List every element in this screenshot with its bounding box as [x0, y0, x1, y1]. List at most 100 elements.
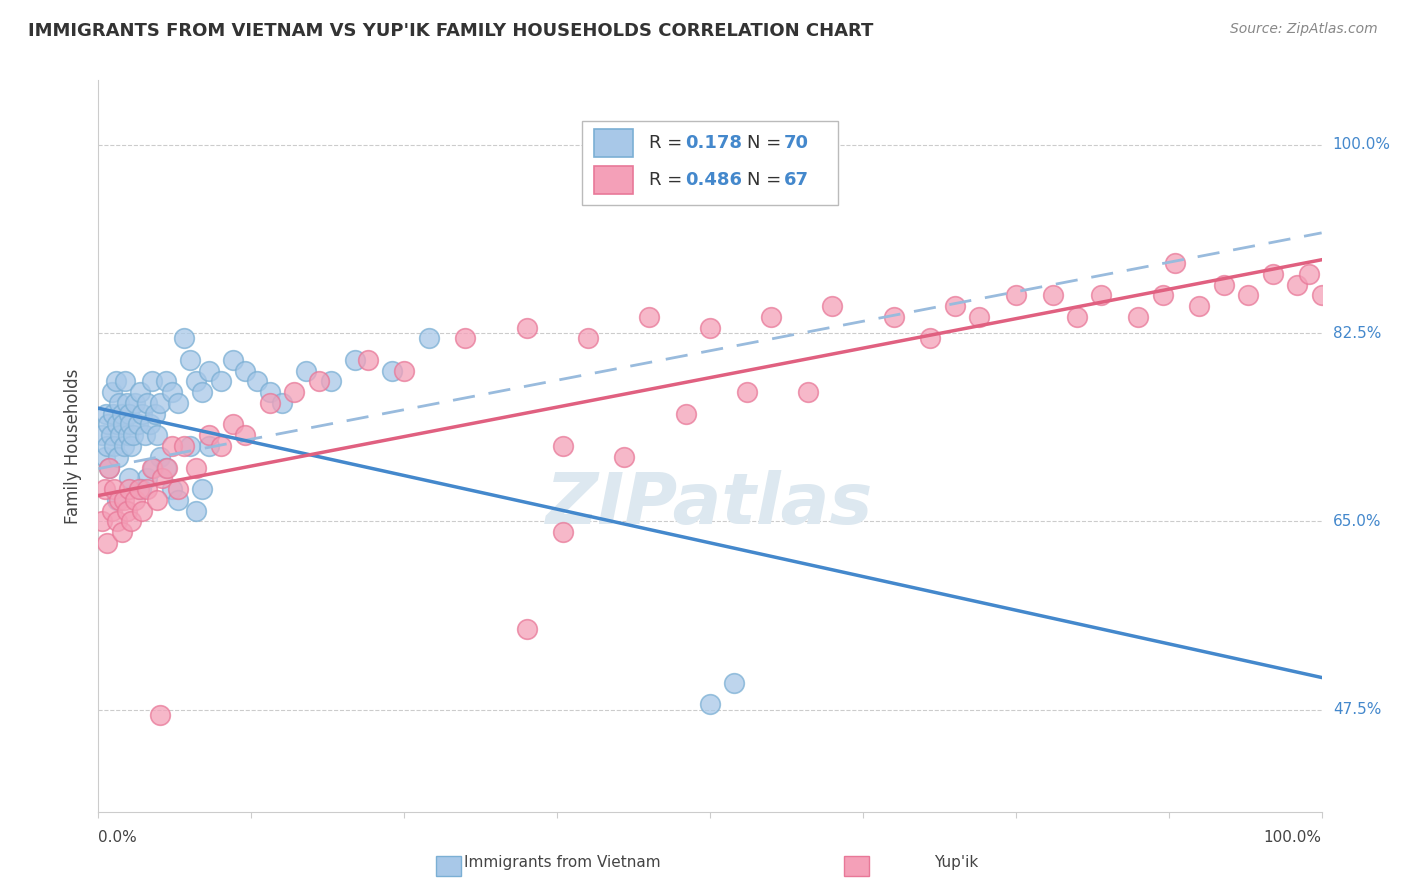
Text: 82.5%: 82.5%: [1333, 326, 1381, 341]
Point: [576, 331, 599, 345]
Point: [105, 492, 128, 507]
Point: [96, 439, 118, 453]
Point: [101, 385, 124, 400]
Point: [111, 417, 134, 432]
Point: [105, 417, 128, 432]
Point: [319, 375, 342, 389]
Text: ZIPatlas: ZIPatlas: [547, 470, 873, 539]
Point: [139, 417, 162, 432]
Point: [131, 503, 153, 517]
Point: [120, 417, 142, 432]
Point: [179, 353, 201, 368]
Point: [118, 407, 141, 421]
Text: 67: 67: [783, 170, 808, 189]
Point: [91, 428, 114, 442]
Point: [155, 375, 177, 389]
Point: [121, 428, 143, 442]
Point: [136, 396, 159, 410]
Point: [104, 375, 127, 389]
Point: [93, 482, 115, 496]
Point: [97, 417, 120, 432]
Point: [173, 331, 195, 345]
Point: [699, 697, 721, 711]
Point: [637, 310, 661, 324]
Point: [127, 417, 149, 432]
Point: [108, 396, 131, 410]
Point: [110, 428, 132, 442]
Point: [1152, 288, 1174, 302]
Point: [186, 375, 208, 389]
Point: [117, 428, 139, 442]
Point: [344, 353, 367, 368]
Point: [209, 375, 232, 389]
Point: [1004, 288, 1026, 302]
Point: [96, 536, 118, 550]
Point: [103, 439, 125, 453]
Point: [142, 460, 165, 475]
Text: IMMIGRANTS FROM VIETNAM VS YUP'IK FAMILY HOUSEHOLDS CORRELATION CHART: IMMIGRANTS FROM VIETNAM VS YUP'IK FAMILY…: [28, 22, 873, 40]
Text: R =: R =: [648, 134, 688, 153]
Point: [920, 331, 942, 345]
Point: [1066, 310, 1088, 324]
Point: [821, 299, 844, 313]
Point: [1090, 288, 1112, 302]
Point: [246, 375, 269, 389]
Point: [160, 482, 183, 496]
Point: [308, 375, 330, 389]
Point: [735, 385, 758, 400]
Point: [149, 396, 172, 410]
Text: N =: N =: [747, 170, 787, 189]
Point: [118, 471, 141, 485]
Point: [101, 503, 124, 517]
Point: [155, 460, 177, 475]
Point: [270, 396, 294, 410]
Point: [179, 439, 201, 453]
Point: [160, 439, 183, 453]
Point: [1298, 267, 1320, 281]
Point: [103, 482, 125, 496]
Point: [94, 407, 117, 421]
Point: [129, 482, 152, 496]
Point: [222, 417, 245, 432]
Point: [186, 460, 208, 475]
Point: [797, 385, 820, 400]
FancyBboxPatch shape: [593, 166, 633, 194]
Point: [392, 364, 416, 378]
Point: [129, 385, 152, 400]
Point: [101, 407, 124, 421]
Point: [128, 482, 150, 496]
Text: 0.178: 0.178: [686, 134, 742, 153]
Point: [613, 450, 636, 464]
Point: [141, 375, 163, 389]
Text: 65.0%: 65.0%: [1333, 514, 1381, 529]
Point: [191, 385, 214, 400]
Point: [150, 471, 173, 485]
FancyBboxPatch shape: [593, 129, 633, 157]
Point: [131, 407, 153, 421]
Point: [283, 385, 305, 400]
Point: [259, 385, 281, 400]
Point: [1188, 299, 1211, 313]
Point: [1237, 288, 1260, 302]
Point: [723, 675, 745, 690]
Text: 100.0%: 100.0%: [1264, 830, 1322, 846]
Point: [1212, 277, 1234, 292]
Point: [233, 364, 256, 378]
Point: [553, 524, 575, 539]
Point: [124, 492, 146, 507]
Point: [699, 320, 721, 334]
Point: [191, 482, 214, 496]
FancyBboxPatch shape: [582, 120, 838, 204]
Point: [91, 514, 114, 528]
Point: [146, 428, 169, 442]
Point: [167, 396, 190, 410]
Text: Immigrants from Vietnam: Immigrants from Vietnam: [464, 855, 661, 870]
Point: [149, 707, 172, 722]
Point: [173, 439, 195, 453]
Point: [149, 450, 172, 464]
Point: [136, 471, 159, 485]
Point: [134, 428, 156, 442]
Point: [112, 439, 135, 453]
Point: [107, 450, 129, 464]
Point: [381, 364, 404, 378]
